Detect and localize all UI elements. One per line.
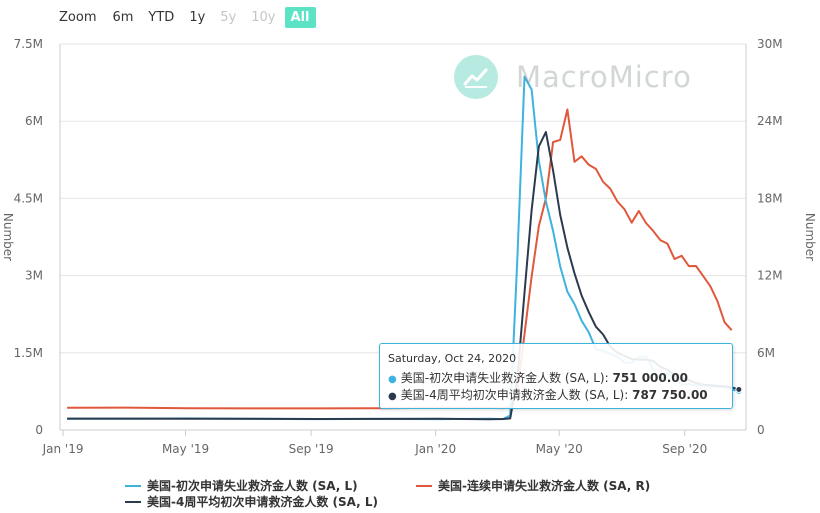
y-left-tick-label: 7.5M xyxy=(14,37,43,51)
tooltip-date: Saturday, Oct 24, 2020 xyxy=(388,352,517,365)
legend-label-continuing: 美国-连续申请失业救济金人数 (SA, R) xyxy=(438,479,651,493)
legend-swatch-initial xyxy=(125,484,141,487)
legend-item-continuing[interactable]: 美国-连续申请失业救济金人数 (SA, R) xyxy=(416,477,650,494)
y-left-tick-label: 1.5M xyxy=(14,346,43,360)
zoom-button-1y[interactable]: 1y xyxy=(189,9,206,25)
y-right-tick-label: 30M xyxy=(757,37,783,51)
watermark-text: MacroMicro xyxy=(516,60,692,94)
y-right-tick-label: 0 xyxy=(757,423,765,437)
legend-label-avg4w: 美国-4周平均初次申请救济金人数 (SA, L) xyxy=(147,495,379,509)
legend-swatch-avg4w xyxy=(125,500,141,503)
y-left-tick-label: 4.5M xyxy=(14,191,43,205)
x-tick-label: May '20 xyxy=(536,442,583,456)
x-tick-label: Jan '20 xyxy=(414,442,456,456)
zoom-label: Zoom xyxy=(59,9,97,25)
tooltip-dot-initial: ● xyxy=(388,374,397,385)
tooltip: Saturday, Oct 24, 2020 ● 美国-初次申请失业救济金人数 (… xyxy=(379,343,733,409)
zoom-button-ytd[interactable]: YTD xyxy=(148,9,175,25)
tooltip-dot-avg4w: ● xyxy=(388,391,397,402)
legend-label-initial: 美国-初次申请失业救济金人数 (SA, L) xyxy=(147,479,358,493)
legend-item-initial[interactable]: 美国-初次申请失业救济金人数 (SA, L) xyxy=(125,477,358,494)
y-right-tick-label: 6M xyxy=(757,346,775,360)
x-tick-label: Sep '20 xyxy=(662,442,707,456)
legend-item-avg4w[interactable]: 美国-4周平均初次申请救济金人数 (SA, L) xyxy=(125,493,378,510)
zoom-button-5y: 5y xyxy=(220,9,237,25)
tooltip-label-initial: 美国-初次申请失业救济金人数 (SA, L): xyxy=(400,371,613,385)
tooltip-row-avg4w: ● 美国-4周平均初次申请救济金人数 (SA, L): 787 750.00 xyxy=(388,386,708,403)
y-left-tick-label: 3M xyxy=(25,269,43,283)
y-left-tick-label: 6M xyxy=(25,114,43,128)
legend-swatch-continuing xyxy=(416,484,432,487)
tooltip-label-avg4w: 美国-4周平均初次申请救济金人数 (SA, L): xyxy=(400,388,633,402)
x-tick-label: Sep '19 xyxy=(289,442,334,456)
legend: 美国-初次申请失业救济金人数 (SA, L) 美国-连续申请失业救济金人数 (S… xyxy=(0,470,820,513)
y-right-axis-title: Number xyxy=(803,213,817,261)
tooltip-row-initial: ● 美国-初次申请失业救济金人数 (SA, L): 751 000.00 xyxy=(388,369,688,386)
watermark: MacroMicro xyxy=(454,55,692,99)
y-right-tick-label: 12M xyxy=(757,269,783,283)
y-left-tick-label: 0 xyxy=(35,423,43,437)
chart-logo-icon xyxy=(454,55,498,99)
zoom-button-all[interactable]: All xyxy=(284,6,316,28)
y-right-tick-label: 24M xyxy=(757,114,783,128)
zoom-button-6m[interactable]: 6m xyxy=(112,9,134,25)
tooltip-value-avg4w: 787 750.00 xyxy=(632,388,708,402)
range-selector: Zoom 6m YTD 1y 5y 10y All xyxy=(59,5,319,29)
y-right-tick-label: 18M xyxy=(757,191,783,205)
tooltip-value-initial: 751 000.00 xyxy=(612,371,689,385)
zoom-button-10y: 10y xyxy=(251,9,276,25)
x-tick-label: May '19 xyxy=(162,442,209,456)
y-left-axis-title: Number xyxy=(1,213,15,261)
x-tick-label: Jan '19 xyxy=(42,442,84,456)
hover-marker-1 xyxy=(735,385,743,393)
